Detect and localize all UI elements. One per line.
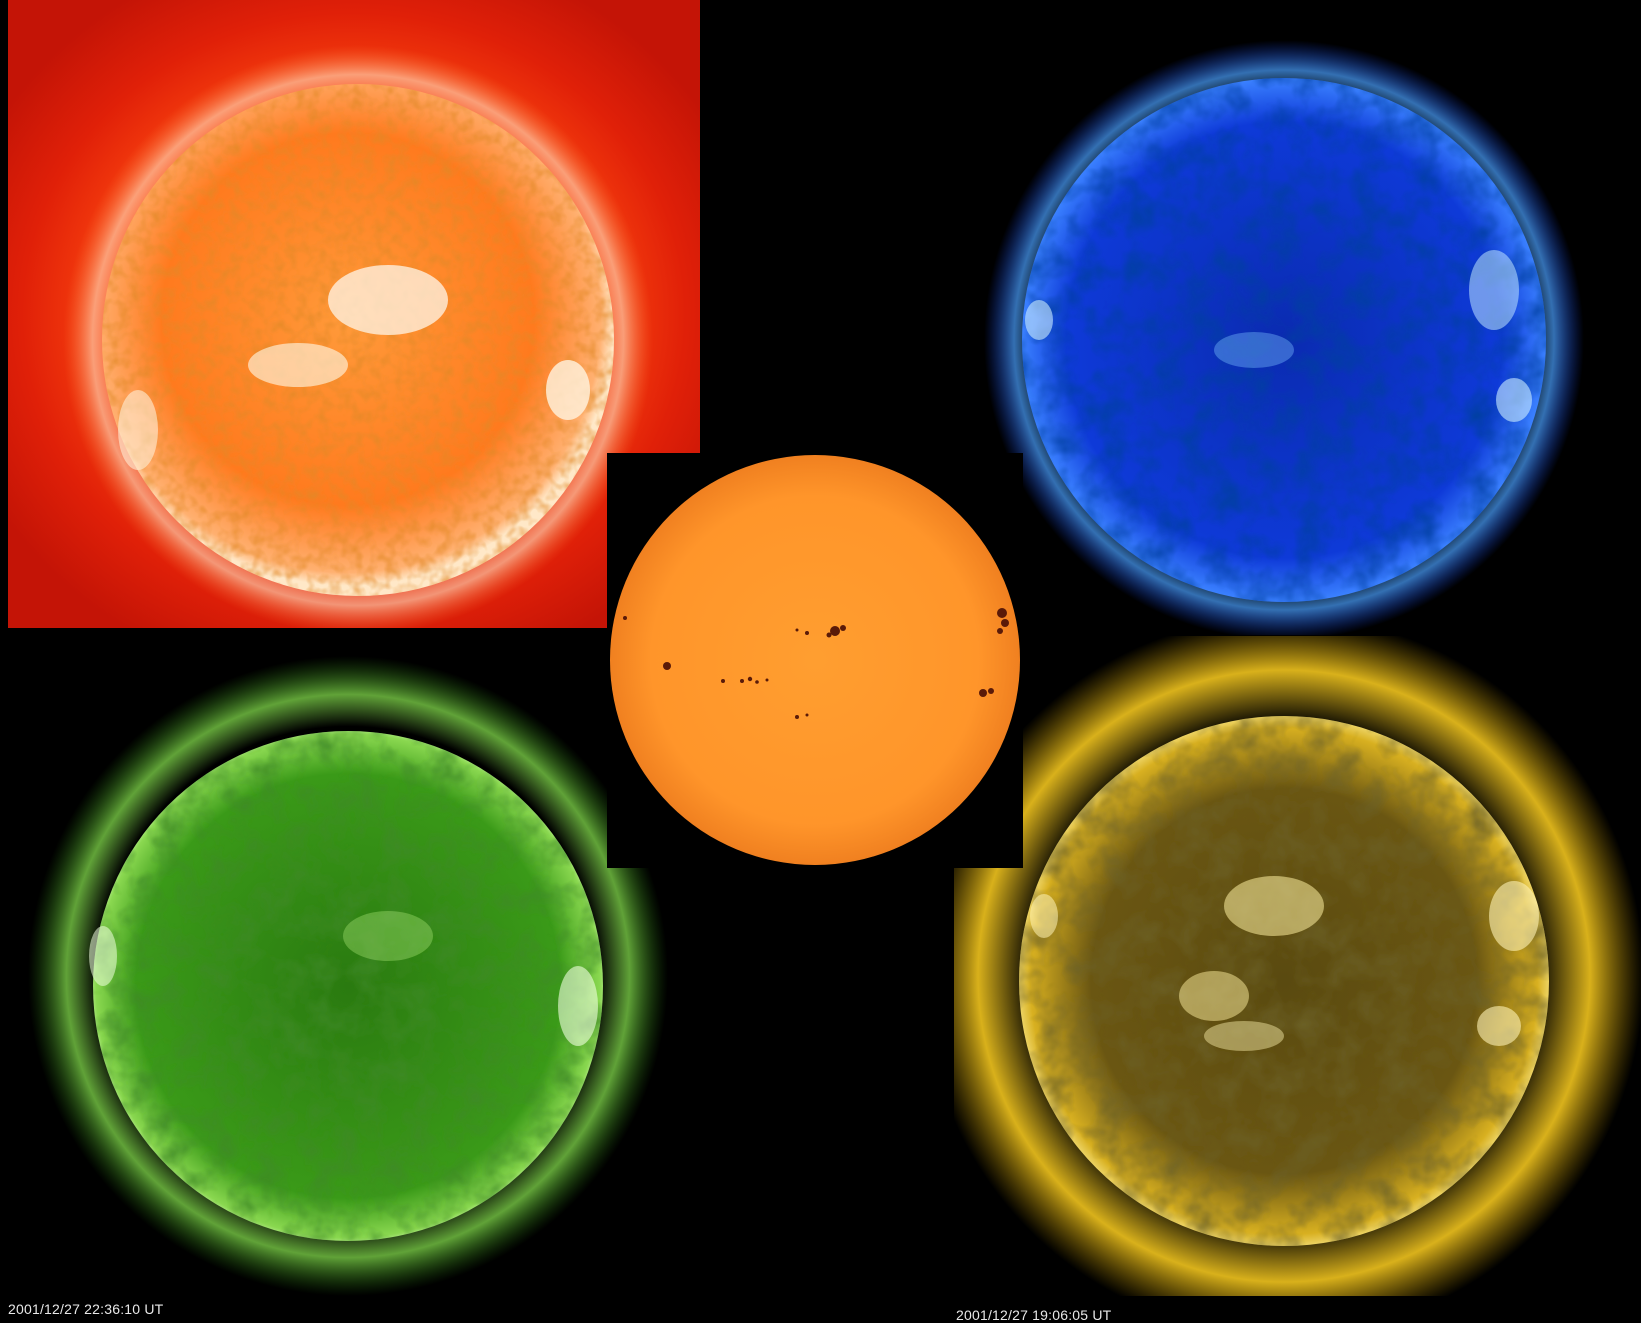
timestamp-right: 2001/12/27 19:06:05 UT [956, 1307, 1112, 1323]
sun-green-image [8, 636, 700, 1323]
sun-yellow-image [954, 636, 1641, 1296]
timestamp-left: 2001/12/27 22:36:10 UT [8, 1301, 164, 1317]
sun-blue-image [954, 0, 1641, 635]
sun-visible-image [607, 453, 1023, 868]
sun-red-image [8, 0, 700, 628]
